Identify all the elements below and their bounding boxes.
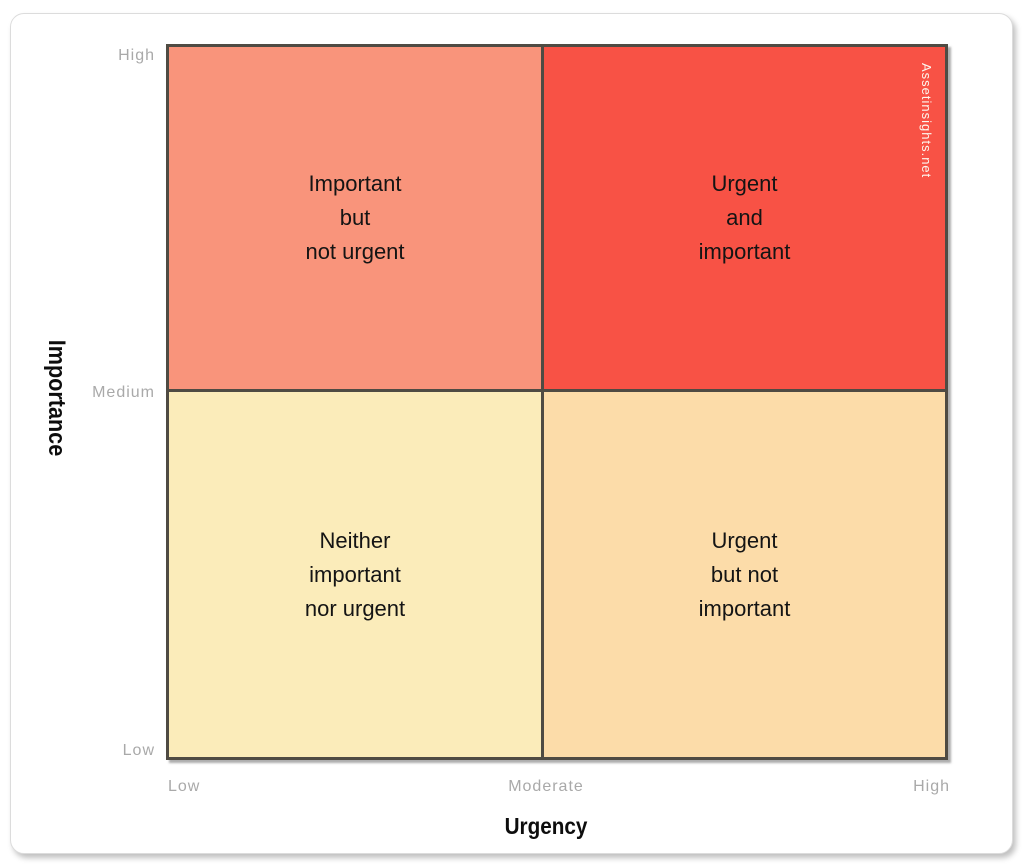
x-axis-tick-moderate: Moderate bbox=[508, 778, 584, 795]
watermark-text: Assetinsights.net bbox=[919, 63, 934, 179]
quadrant-label-line: Neither bbox=[319, 527, 391, 553]
y-axis-title: Importance bbox=[43, 339, 70, 457]
quadrant-label-line: nor urgent bbox=[304, 595, 406, 621]
quadrant-label-line: but not bbox=[710, 561, 779, 587]
quadrant-matrix: Important but not urgent Urgent and impo… bbox=[166, 44, 948, 760]
y-axis-tick-low: Low bbox=[122, 742, 155, 759]
quadrant-label-line: important bbox=[309, 561, 401, 587]
quadrant-urgent-not-important: Urgent but not important bbox=[544, 392, 945, 757]
quadrant-label-line: Urgent bbox=[711, 171, 778, 196]
y-axis-tick-medium: Medium bbox=[92, 384, 155, 401]
x-axis-title: Urgency bbox=[504, 813, 588, 839]
quadrant-label-line: Important bbox=[308, 171, 402, 196]
quadrant-urgent-and-important: Urgent and important bbox=[544, 47, 945, 392]
quadrant-label-line: important bbox=[698, 239, 791, 264]
quadrant-label-line: but bbox=[339, 205, 371, 230]
quadrant-label-line: not urgent bbox=[305, 239, 405, 264]
quadrant-label-line: Urgent bbox=[711, 527, 778, 553]
x-axis-tick-high: High bbox=[913, 778, 950, 795]
quadrant-neither-important-nor-urgent: Neither important nor urgent bbox=[169, 392, 544, 757]
quadrant-important-not-urgent: Important but not urgent bbox=[169, 47, 544, 392]
quadrant-label-line: important bbox=[698, 595, 791, 621]
x-axis-tick-low: Low bbox=[168, 778, 201, 795]
y-axis-tick-high: High bbox=[118, 47, 155, 64]
quadrant-label-line: and bbox=[726, 205, 763, 230]
